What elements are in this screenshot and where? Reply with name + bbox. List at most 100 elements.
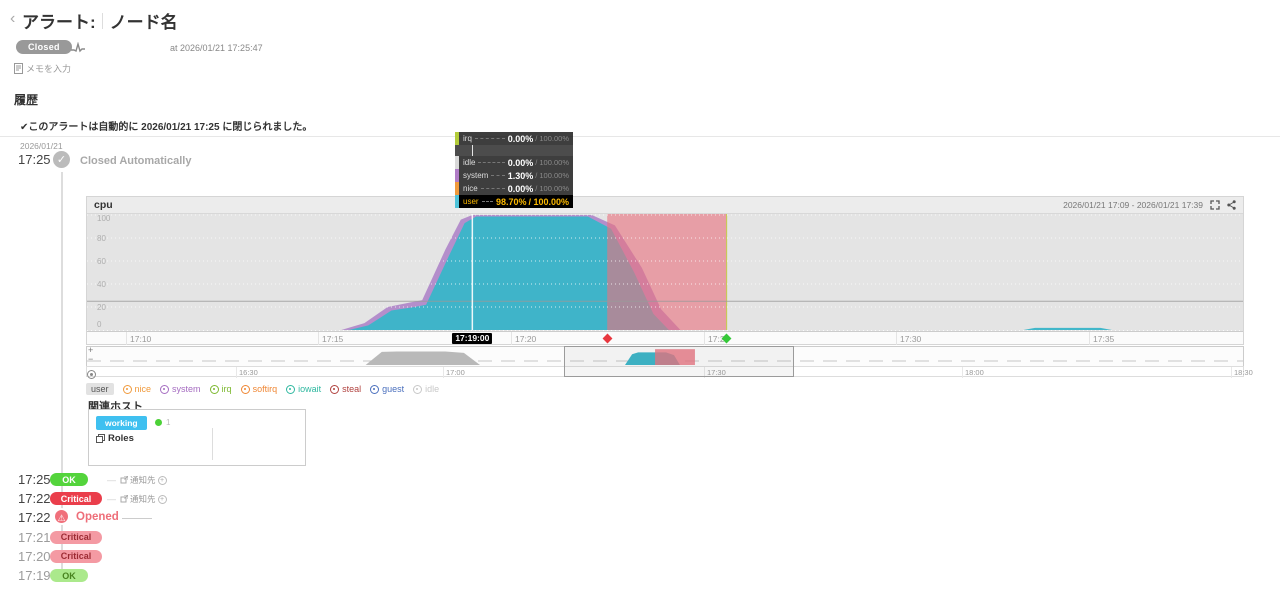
x-axis-label: 17:25 (708, 334, 730, 344)
x-axis-separator (126, 332, 127, 345)
notification-target-label: 通知先 (130, 475, 156, 485)
host-status-dot (155, 419, 162, 426)
alert-open-marker (602, 333, 613, 344)
legend-item-softirq[interactable]: softirq (240, 384, 277, 394)
legend-item-irq[interactable]: irq (209, 384, 232, 394)
x-axis-separator (704, 332, 705, 345)
series-total: / 100.00% (535, 171, 569, 180)
timeline-date: 2026/01/21 (20, 141, 63, 151)
share-icon[interactable] (1227, 200, 1236, 210)
y-axis-label: 0 (97, 320, 102, 329)
minimap-label: 16:30 (239, 368, 258, 377)
closed-automatically-label: Closed Automatically (80, 155, 192, 167)
external-link-icon (120, 495, 128, 503)
leader-line (491, 175, 505, 176)
minimap-separator (236, 367, 237, 378)
legend-item-steal[interactable]: steal (330, 384, 361, 394)
roles-icon (96, 434, 105, 443)
legend-icon (370, 384, 380, 394)
chart-header: cpu 2026/01/21 17:09 - 2026/01/21 17:39 (87, 197, 1243, 214)
event-status-badge: Critical (50, 549, 102, 563)
tooltip-row-nice: nice 0.00%/ 100.00% (455, 182, 573, 195)
chart-tooltip: irq 0.00%/ 100.00% idle 0.00%/ 100.00% syste… (455, 132, 573, 208)
y-axis-label: 100 (97, 214, 111, 223)
legend-icon (122, 384, 132, 394)
legend-item-guest[interactable]: guest (370, 384, 404, 394)
title-divider (101, 12, 103, 29)
series-total: / 100.00% (535, 184, 569, 193)
x-axis-label: 17:10 (130, 334, 152, 344)
minimap-separator (1231, 367, 1232, 378)
roles-label: Roles (108, 433, 134, 444)
legend-label: nice (134, 384, 152, 394)
minimap-brush[interactable] (564, 346, 794, 377)
timeline-line (61, 172, 63, 572)
tooltip-row-system: system 1.30%/ 100.00% (455, 169, 573, 182)
minimap-strip[interactable] (86, 346, 1244, 366)
alert-timestamp: at 2026/01/21 17:25:47 (170, 43, 263, 53)
check-circle-icon: ✓ (51, 149, 72, 170)
host-badge[interactable]: working (96, 416, 147, 430)
reset-zoom-icon[interactable] (87, 370, 96, 379)
back-chevron-icon[interactable]: ‹ (10, 10, 16, 27)
event-time: 17:22 (18, 491, 51, 507)
series-name: system (463, 171, 489, 180)
chart-title: cpu (94, 199, 113, 211)
series-color-bar (455, 169, 459, 182)
legend-label: irq (221, 384, 232, 394)
opened-trail-line (122, 518, 152, 520)
series-total: / 100.00% (535, 134, 569, 143)
legend-icon (330, 384, 340, 394)
roles-divider (212, 428, 213, 460)
chart-plot-area[interactable]: 100 80 60 40 20 0 (87, 214, 1243, 331)
minimap-label: 17:30 (707, 368, 726, 377)
y-axis-label: 40 (97, 280, 106, 289)
legend-item-system[interactable]: system (160, 384, 201, 394)
chart-date-range: 2026/01/21 17:09 - 2026/01/21 17:39 (1063, 200, 1203, 210)
legend-item-idle[interactable]: idle (413, 384, 439, 394)
legend-item-nice[interactable]: nice (122, 384, 152, 394)
notification-target-link[interactable]: 通知先 + (120, 474, 167, 486)
chart-minimap: 16:30 17:00 17:30 18:00 18:30 + − (86, 345, 1253, 379)
notification-target-link[interactable]: 通知先 + (120, 493, 167, 505)
series-value: 98.70% (495, 196, 527, 207)
alert-node-name: ノード名 (109, 13, 178, 32)
event-status-badge: Critical (50, 530, 102, 544)
series-color-bar (455, 132, 459, 145)
cursor-time-chip: 17:19:00 (452, 333, 493, 344)
legend-label: idle (425, 384, 440, 394)
roles-link[interactable]: Roles (96, 433, 134, 444)
tooltip-row-user: user 98.70%/ 100.00% (455, 195, 573, 208)
opened-label: Opened (76, 511, 119, 524)
legend-item-iowait[interactable]: iowait (286, 384, 321, 394)
series-value: 0.00% (507, 157, 534, 168)
zoom-out-button[interactable]: − (88, 354, 94, 364)
divider (0, 136, 1280, 137)
expand-icon[interactable] (1210, 200, 1220, 210)
expand-circle-icon: + (157, 475, 167, 485)
minimap-separator (962, 367, 963, 378)
memo-input[interactable]: メモを入力 (14, 62, 71, 75)
auto-close-message: ✔このアラートは自動的に 2026/01/21 17:25 に閉じられました。 (20, 122, 313, 133)
tooltip-row-irq: irq 0.00%/ 100.00% (455, 132, 573, 145)
status-badge: Closed (16, 40, 72, 54)
event-time: 17:22 (18, 510, 51, 526)
page-title: アラート: ノード名 (22, 8, 178, 33)
series-name: user (463, 197, 479, 206)
event-status-badge: OK (50, 473, 88, 486)
series-name: nice (463, 184, 478, 193)
expand-circle-icon: + (157, 494, 167, 504)
legend-item-user[interactable]: user (86, 383, 114, 395)
timeline-time: 17:25 (18, 152, 51, 167)
legend-icon (160, 384, 170, 394)
sparkline-icon[interactable] (70, 42, 86, 53)
series-total: / 100.00% (528, 196, 569, 207)
chart-legend: user nice system irq softirq iowait steal guest… (86, 383, 439, 395)
related-hosts-box: working 1 Roles (88, 409, 306, 466)
cursor-line (472, 145, 473, 156)
event-time: 17:25 (18, 472, 51, 487)
zoom-in-button[interactable]: + (88, 345, 94, 355)
minimap-label: 17:00 (446, 368, 465, 377)
series-color-bar (455, 156, 459, 169)
